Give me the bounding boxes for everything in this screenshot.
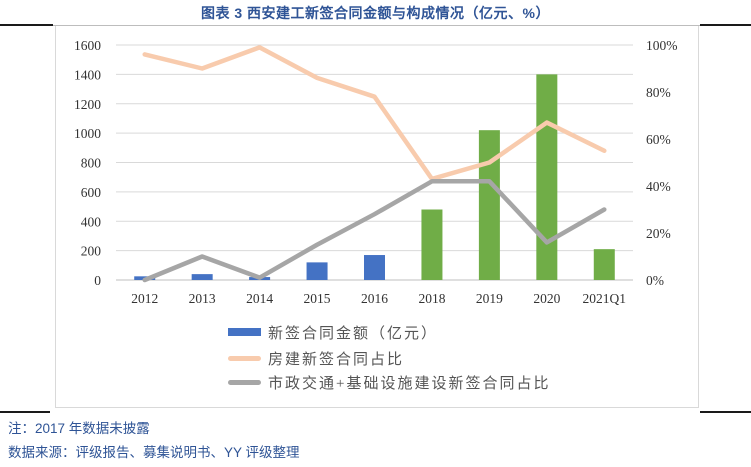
right-axis-tick-label: 100% [646, 38, 678, 53]
left-axis-tick-label: 1200 [74, 97, 101, 112]
chart-area: 0 200 400 600 800 1000 1200 1400 1600 0% 20% 40% 60%… [55, 26, 699, 408]
x-axis-label: 2018 [418, 291, 445, 306]
left-axis-tick-label: 600 [81, 185, 102, 200]
right-axis-tick-label: 40% [646, 179, 671, 194]
line-municipal-infrastructure-ratio [142, 179, 607, 283]
footnote: 注：2017 年数据未披露 [8, 421, 150, 436]
data-source: 数据来源：评级报告、募集说明书、YY 评级整理 [8, 445, 300, 460]
legend-line-swatch [228, 379, 261, 385]
bar-2013 [191, 274, 213, 280]
right-axis-tick-label: 0% [646, 273, 664, 288]
x-axis-label: 2014 [246, 291, 273, 306]
chart-title: 图表 3 西安建工新签合同金额与构成情况（亿元、%） [200, 5, 550, 21]
left-axis-tick-label: 1600 [74, 38, 101, 53]
legend-item-2: 市政交通+基础设施建设新签合同占比 [228, 373, 551, 392]
bar-2016 [364, 255, 385, 280]
legend-label: 新签合同金额（亿元） [268, 325, 439, 342]
left-axis-tick-label: 0 [94, 273, 101, 288]
right-axis-tick-label: 20% [646, 226, 671, 241]
x-axis-label: 2012 [131, 291, 158, 306]
bar-2015 [306, 262, 328, 280]
x-axis-label: 2013 [189, 291, 216, 306]
right-axis-tick-label: 60% [646, 132, 671, 147]
bar-2020 [536, 74, 558, 280]
x-axis-label: 2015 [304, 291, 331, 306]
x-axis-label: 2021Q1 [583, 291, 627, 306]
left-axis-tick-label: 1400 [74, 67, 101, 82]
left-axis-tick-label: 400 [81, 214, 102, 229]
x-axis-label: 2019 [476, 291, 503, 306]
x-axis-label: 2020 [533, 291, 560, 306]
combo-chart: 0 200 400 600 800 1000 1200 1400 1600 0% 20% 40% 60%… [74, 38, 678, 306]
legend-line-swatch [228, 355, 261, 361]
left-axis-tick-label: 200 [81, 244, 102, 259]
left-axis-tick-label: 800 [81, 156, 102, 171]
x-axis-label: 2016 [361, 291, 388, 306]
legend-label: 房建新签合同占比 [268, 351, 405, 368]
legend-bar-swatch [228, 328, 261, 336]
right-axis-tick-label: 80% [646, 85, 671, 100]
bar-2019 [478, 130, 500, 280]
table-border-top-left [0, 24, 53, 26]
bar-2018 [421, 209, 443, 280]
table-border-bottom-right [700, 411, 751, 413]
bar-2021Q1 [593, 249, 615, 280]
legend-label: 市政交通+基础设施建设新签合同占比 [268, 375, 551, 392]
line-housing-construction-ratio [142, 45, 607, 182]
legend-item-1: 房建新签合同占比 [228, 349, 405, 368]
left-axis-tick-label: 1000 [74, 126, 101, 141]
table-border-top-right [700, 24, 751, 26]
top-divider [0, 25, 751, 26]
table-border-bottom-left [0, 411, 50, 413]
legend-item-0: 新签合同金额（亿元） [228, 323, 439, 342]
